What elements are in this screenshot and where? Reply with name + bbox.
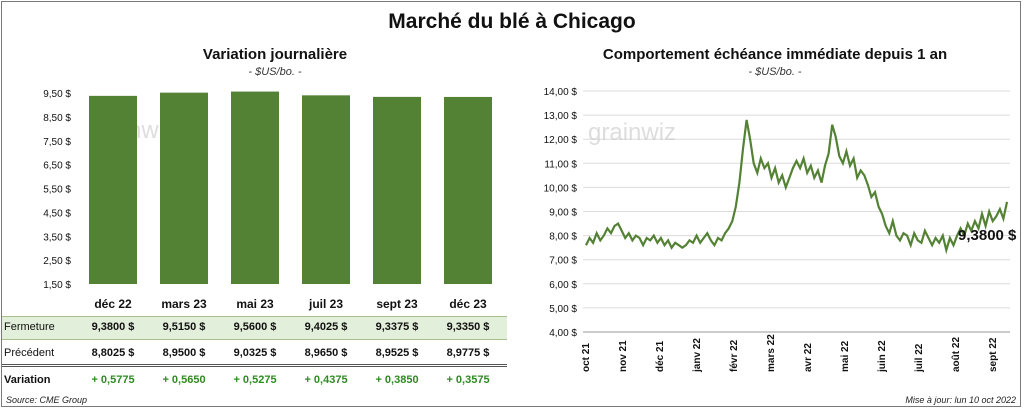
bar [302,95,350,284]
y-tick-label: 12,00 $ [544,135,578,146]
table-divider [2,366,507,367]
row-label-precedent: Précédent [4,347,55,359]
y-tick-label: 1,50 $ [43,280,71,291]
category-label: mai 23 [236,297,274,311]
table-cell: + 0,3575 [446,374,490,386]
x-tick-label: juin 22 [877,340,888,373]
line-chart-units: - $US/bo. - [748,66,802,78]
table-cell: 8,9525 $ [375,347,419,359]
table-cell: 9,3800 $ [91,321,135,333]
table-cell: + 0,3850 [375,374,419,386]
bar-chart: grainwiz 1,50 $2,50 $3,50 $4,50 $5,50 $6… [43,89,492,291]
y-tick-label: 5,00 $ [549,304,577,315]
y-tick-label: 6,00 $ [549,280,577,291]
x-tick-label: avr 22 [803,343,814,372]
bar [373,96,421,284]
x-tick-label: oct 21 [581,343,592,372]
y-tick-label: 9,00 $ [549,208,577,219]
table-cell: + 0,5775 [91,374,135,386]
category-label: mars 23 [161,297,207,311]
y-tick-label: 8,50 $ [43,113,71,124]
y-tick-label: 8,00 $ [549,232,577,243]
y-tick-label: 10,00 $ [544,183,578,194]
price-line [585,119,1009,255]
row-label-variation: Variation [4,374,51,386]
table-cell: + 0,4375 [304,374,348,386]
y-tick-label: 7,50 $ [43,137,71,148]
category-label: sept 23 [376,297,418,311]
x-tick-label: janv 22 [692,338,703,373]
y-tick-label: 4,00 $ [549,328,577,339]
last-value-label: 9,3800 $ [958,227,1017,244]
line-watermark: grainwiz [588,119,676,146]
row-label-fermeture: Fermeture [4,321,55,333]
x-tick-label: août 22 [951,337,962,372]
y-tick-label: 4,50 $ [43,208,71,219]
y-tick-label: 3,50 $ [43,232,71,243]
y-tick-label: 5,50 $ [43,185,71,196]
y-tick-label: 13,00 $ [544,111,578,122]
bar [444,96,492,284]
bar [231,91,279,284]
x-tick-label: sept 22 [988,337,999,372]
bar [160,92,208,284]
table-cell: 9,4025 $ [304,321,348,333]
page-title: Marché du blé à Chicago [388,10,636,33]
category-label: déc 23 [449,297,487,311]
x-tick-label: mai 22 [840,340,851,372]
y-tick-label: 14,00 $ [544,87,578,98]
table-cell: + 0,5275 [233,374,277,386]
category-label: déc 22 [94,297,132,311]
table-cell: 9,0325 $ [233,347,277,359]
bar-chart-title: Variation journalière [202,46,348,63]
table-cell: 8,9775 $ [446,347,490,359]
table-cell: 8,9500 $ [162,347,206,359]
y-tick-label: 11,00 $ [544,159,577,170]
y-tick-label: 2,50 $ [43,256,71,267]
table-divider [2,364,507,365]
fermeture-row-bg [2,316,507,340]
table-cell: 9,3350 $ [446,321,490,333]
x-tick-label: mars 22 [766,334,777,372]
x-tick-label: févr 22 [729,339,740,372]
bar [89,95,137,285]
x-tick-label: nov 21 [618,340,629,372]
line-chart-title: Comportement échéance immédiate depuis 1… [602,46,948,63]
table-cell: + 0,5650 [162,374,206,386]
table-cell: 9,5150 $ [162,321,206,333]
table-cell: 9,3375 $ [375,321,419,333]
x-tick-label: déc 21 [655,340,666,372]
bar-chart-units: - $US/bo. - [248,66,302,78]
x-tick-label: juil 22 [914,343,925,373]
update-note: Mise à jour: lun 10 oct 2022 [905,395,1016,405]
source-note: Source: CME Group [6,395,88,405]
y-tick-label: 6,50 $ [43,161,71,172]
y-tick-label: 7,00 $ [549,256,577,267]
category-label: juil 23 [308,297,343,311]
table-cell: 9,5600 $ [233,321,277,333]
table-cell: 8,9650 $ [304,347,348,359]
y-tick-label: 9,50 $ [43,89,71,100]
table-cell: 8,8025 $ [91,347,135,359]
